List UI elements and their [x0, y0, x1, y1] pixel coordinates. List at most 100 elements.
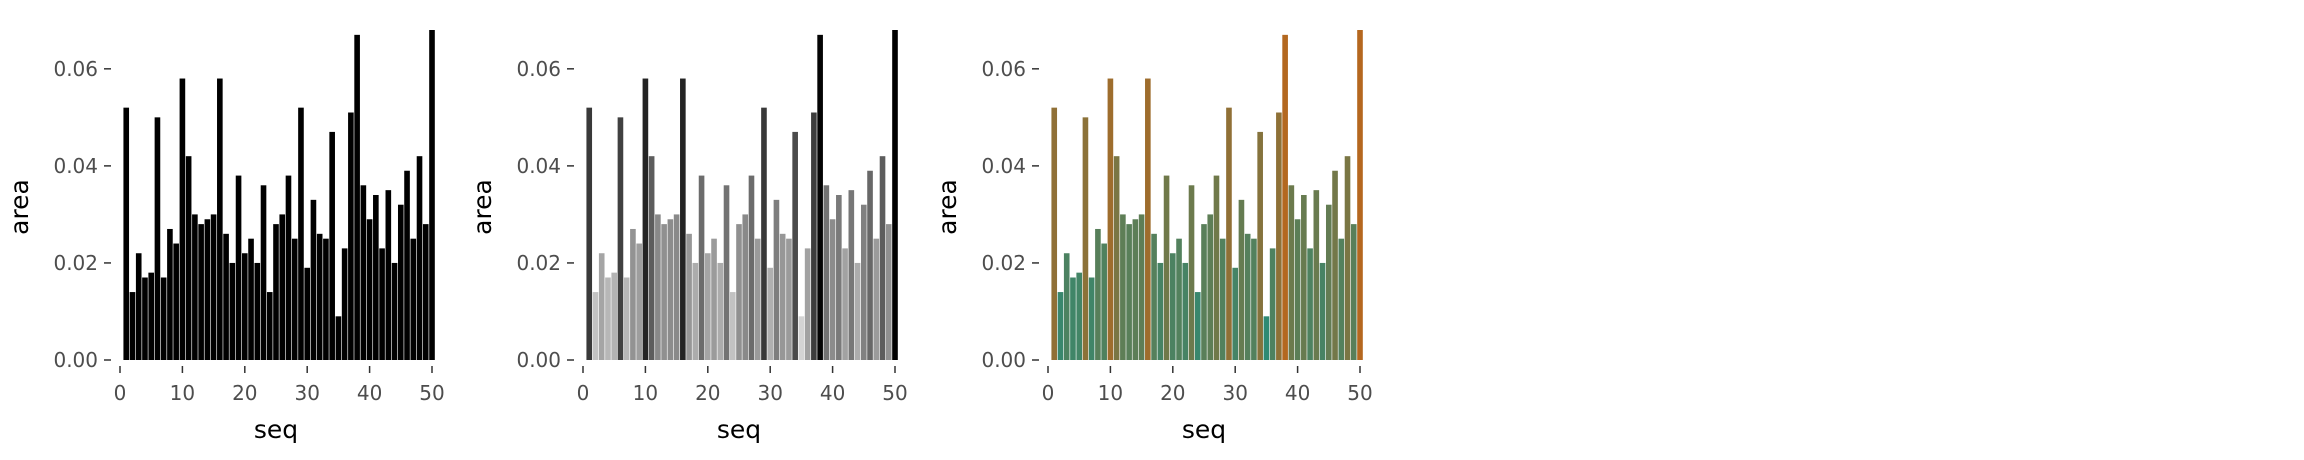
x-tick-label: 40 — [357, 381, 382, 405]
bar — [260, 185, 267, 360]
bar — [373, 195, 379, 360]
bar — [1307, 248, 1313, 360]
bar — [736, 224, 742, 360]
bar — [217, 78, 223, 360]
y-tick-label: 0.06 — [516, 57, 561, 81]
bar — [360, 185, 367, 360]
bar — [1263, 316, 1270, 360]
bar — [291, 238, 298, 360]
bar — [1182, 262, 1189, 360]
y-tick-label: 0.02 — [516, 251, 561, 275]
bar — [1082, 117, 1089, 360]
bar — [611, 272, 618, 360]
bar — [1232, 267, 1239, 360]
bar — [422, 224, 429, 360]
bar — [623, 277, 630, 360]
bar — [135, 253, 142, 360]
bar — [210, 214, 217, 360]
bar — [798, 316, 805, 360]
bar — [786, 238, 792, 360]
y-tick-label: 0.00 — [981, 348, 1026, 372]
bar — [397, 204, 404, 360]
bar — [748, 175, 755, 360]
bar — [1244, 233, 1251, 360]
bar — [223, 233, 229, 360]
x-tick-label: 10 — [170, 381, 195, 405]
bar — [1332, 170, 1338, 360]
bar — [335, 316, 342, 360]
bar — [842, 248, 848, 360]
x-tick-label: 20 — [232, 381, 257, 405]
chart-panel-gray: 0.00 0.02 0.04 0.06 0 10 20 30 40 50 seq area — [468, 30, 908, 444]
bar — [1076, 272, 1083, 360]
bar — [173, 243, 179, 360]
bar — [410, 238, 417, 360]
bar — [636, 243, 642, 360]
y-tick-label: 0.04 — [53, 154, 98, 178]
bar — [1357, 30, 1363, 360]
bar — [241, 253, 248, 360]
bar — [867, 170, 873, 360]
bar — [873, 238, 880, 360]
bar — [1257, 131, 1263, 360]
bar — [154, 117, 161, 360]
bar — [1219, 238, 1226, 360]
x-tick-label: 10 — [633, 381, 658, 405]
bar — [385, 190, 392, 360]
x-tick-label: 30 — [757, 381, 782, 405]
bar — [1294, 219, 1301, 360]
y-axis-title: area — [468, 179, 497, 235]
bar — [817, 34, 823, 360]
bar — [179, 78, 186, 360]
bar — [129, 292, 136, 360]
bar — [204, 219, 211, 360]
bar — [742, 214, 749, 360]
bar — [598, 253, 605, 360]
bar — [316, 233, 323, 360]
bar — [761, 107, 767, 361]
bar — [1088, 277, 1095, 360]
x-axis-title: seq — [254, 415, 298, 444]
bar — [341, 248, 348, 360]
bar — [1269, 248, 1276, 360]
bar — [1226, 107, 1232, 361]
bar — [885, 224, 892, 360]
x-tick-label: 20 — [1160, 381, 1185, 405]
bar — [1188, 185, 1195, 360]
bar — [1338, 238, 1345, 360]
x-tick-label: 50 — [1347, 381, 1372, 405]
bar — [811, 112, 817, 360]
bar — [1169, 253, 1176, 360]
bar — [1057, 292, 1064, 360]
bar — [142, 277, 148, 360]
x-tick-label: 0 — [114, 381, 127, 405]
bar — [892, 30, 898, 360]
bar — [1288, 185, 1295, 360]
y-tick-label: 0.04 — [981, 154, 1026, 178]
bar — [229, 262, 236, 360]
bar — [192, 214, 198, 360]
bar — [379, 248, 385, 360]
bar — [804, 248, 811, 360]
bar — [1120, 214, 1126, 360]
bar — [729, 292, 736, 360]
x-tick-label: 0 — [1042, 381, 1055, 405]
bar — [1101, 243, 1107, 360]
bar — [266, 292, 273, 360]
bar — [1145, 78, 1151, 360]
bar — [879, 156, 886, 360]
chart-panel-colored: 0.00 0.02 0.04 0.06 0 10 20 30 40 50 seq area — [933, 30, 1373, 444]
bar — [429, 30, 435, 360]
bar — [329, 131, 335, 360]
x-axis-title: seq — [1182, 415, 1226, 444]
bar — [592, 292, 599, 360]
bar — [235, 175, 242, 360]
bar — [792, 131, 798, 360]
x-tick-label: 40 — [820, 381, 845, 405]
bar — [692, 262, 699, 360]
bar — [1213, 175, 1220, 360]
bar — [586, 107, 593, 361]
bar — [1070, 277, 1076, 360]
bar — [1313, 190, 1320, 360]
bar — [279, 214, 286, 360]
